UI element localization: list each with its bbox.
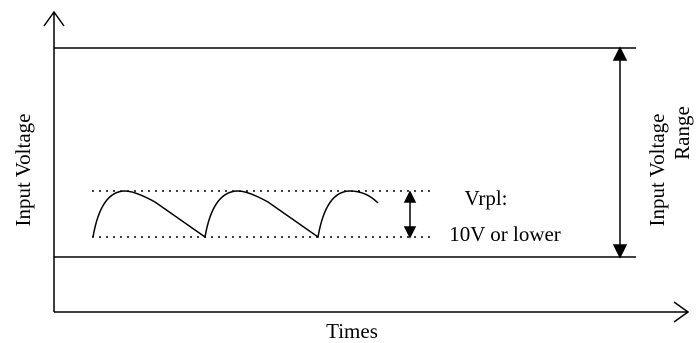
range-arrow-down	[612, 244, 628, 259]
range-bounds	[54, 47, 636, 258]
y-axis-arrowhead	[43, 10, 65, 27]
ripple-label-line2: 10V or lower	[449, 222, 561, 246]
ripple-double-arrow	[403, 190, 417, 239]
x-axis-arrowhead	[673, 301, 690, 323]
ripple-arrow-down	[403, 226, 417, 239]
range-double-arrow	[612, 46, 628, 259]
axes	[43, 10, 690, 323]
range-label-line1: Input Voltage	[645, 114, 669, 227]
range-label-line2: Range	[670, 106, 694, 160]
ripple-label-line1: Vrpl:	[464, 186, 507, 210]
y-axis-label: Input Voltage	[11, 114, 35, 227]
x-axis-label: Times	[326, 319, 378, 343]
range-arrow-up	[612, 46, 628, 61]
ripple-arrow-up	[403, 190, 417, 203]
ripple-waveform	[92, 190, 379, 239]
ripple-guides	[92, 190, 432, 238]
